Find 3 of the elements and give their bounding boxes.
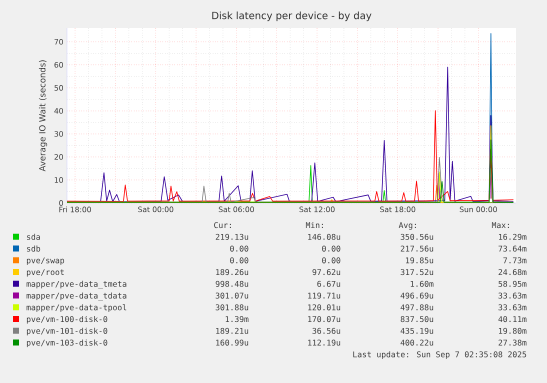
chart-title: Disk latency per device - by day bbox=[212, 12, 372, 22]
y-axis-title: Average IO Wait (seconds) bbox=[38, 60, 48, 172]
line-series bbox=[67, 110, 514, 202]
